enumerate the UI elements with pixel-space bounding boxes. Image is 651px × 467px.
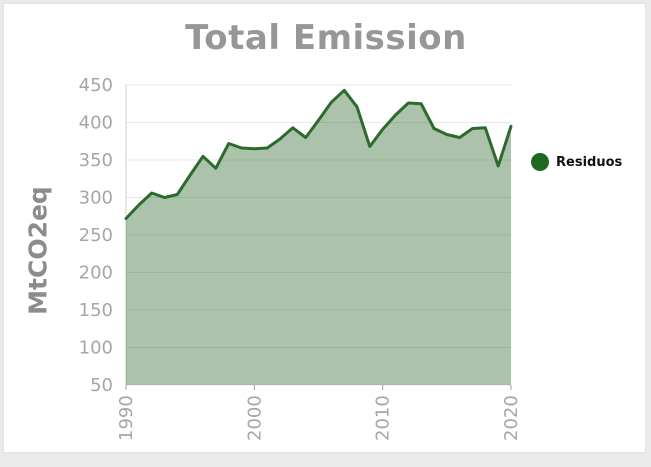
y-tick-label: 200 bbox=[79, 263, 113, 284]
y-tick-label: 350 bbox=[79, 150, 113, 171]
x-tick-label: 1990 bbox=[116, 395, 137, 441]
axes bbox=[125, 85, 512, 390]
x-tick-label: 2020 bbox=[501, 395, 522, 441]
x-tick-label: 2010 bbox=[373, 395, 394, 441]
y-tick-labels: 450 400 350 300 250 200 150 100 50 bbox=[79, 75, 113, 396]
y-tick-label: 450 bbox=[79, 75, 113, 96]
legend: Residuos bbox=[531, 153, 622, 171]
y-tick-label: 150 bbox=[79, 300, 113, 321]
x-tick-label: 2000 bbox=[244, 395, 265, 441]
y-tick-label: 100 bbox=[79, 338, 113, 359]
area-fill bbox=[126, 90, 511, 386]
x-tick-labels: 1990 2000 2010 2020 bbox=[116, 395, 522, 441]
y-tick-label: 250 bbox=[79, 225, 113, 246]
chart-title: Total Emission bbox=[185, 18, 467, 58]
series-residuos bbox=[124, 88, 513, 386]
y-tick-label: 300 bbox=[79, 188, 113, 209]
y-tick-label: 400 bbox=[79, 113, 113, 134]
legend-marker-icon bbox=[531, 153, 549, 171]
y-tick-label: 50 bbox=[90, 375, 113, 396]
series-line bbox=[124, 88, 513, 220]
gridlines bbox=[126, 84, 511, 386]
chart-card bbox=[3, 3, 646, 453]
legend-label-residuos[interactable]: Residuos bbox=[556, 154, 623, 170]
